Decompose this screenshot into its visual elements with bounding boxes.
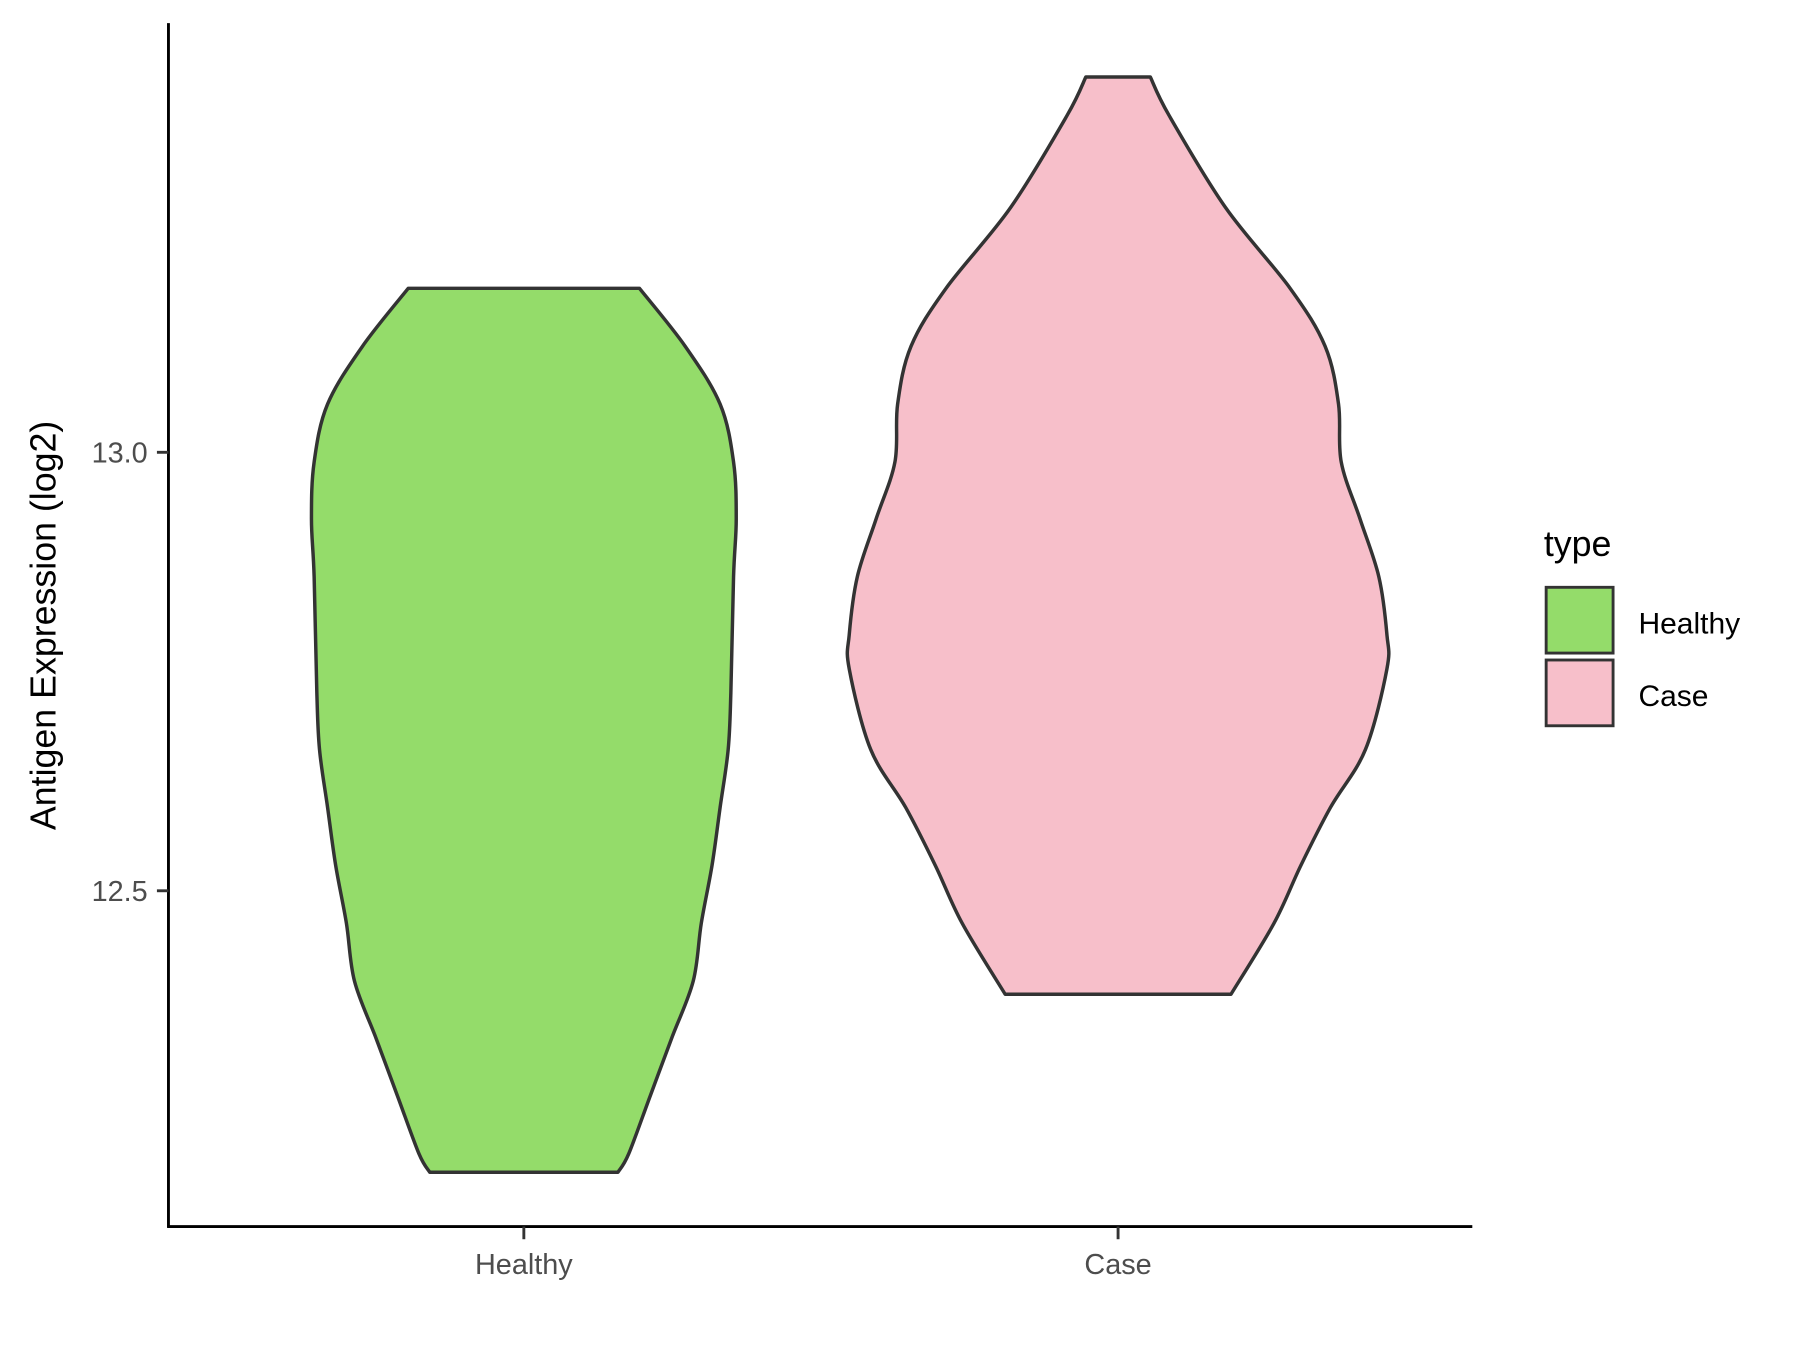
- violin-case: [845, 75, 1391, 996]
- x-tick-label: Case: [1084, 1249, 1151, 1281]
- y-ticks: 12.5 13.0: [92, 438, 169, 908]
- x-tick-label: Healthy: [475, 1249, 573, 1281]
- violin-healthy: [309, 286, 738, 1174]
- x-ticks: Healthy Case: [475, 1226, 1152, 1281]
- y-axis-label: Antigen Expression (log2): [23, 421, 63, 830]
- legend-key-case: [1544, 658, 1615, 728]
- legend-label-healthy: Healthy: [1638, 607, 1740, 640]
- legend-label-case: Case: [1638, 680, 1708, 713]
- legend-key-healthy: [1544, 585, 1615, 655]
- violins: [309, 75, 1391, 1174]
- legend-title: type: [1544, 524, 1612, 564]
- legend: type Healthy Case: [1544, 524, 1740, 728]
- y-tick-label: 12.5: [92, 876, 148, 908]
- y-tick-label: 13.0: [92, 438, 148, 470]
